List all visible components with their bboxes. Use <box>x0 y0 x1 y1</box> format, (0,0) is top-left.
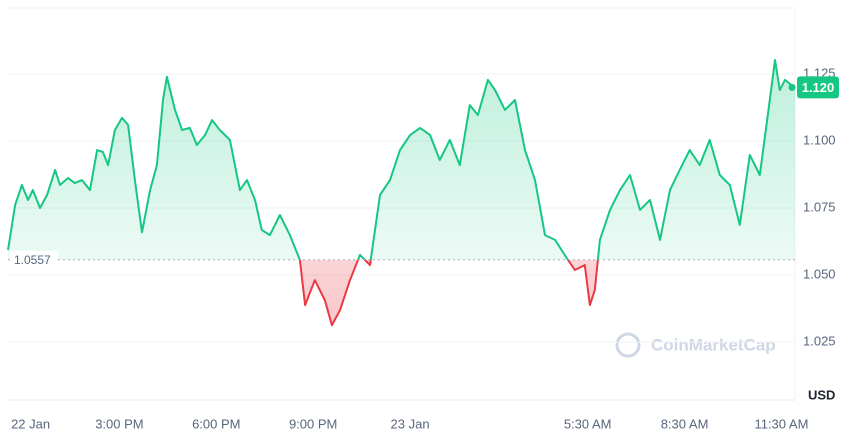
y-tick-label: 1.025 <box>803 334 836 349</box>
area-up <box>8 60 795 260</box>
x-tick-label: 22 Jan <box>11 416 50 431</box>
current-label: 1.120 <box>802 80 835 95</box>
reference-badge <box>10 250 58 269</box>
x-tick-label: 8:30 AM <box>661 416 709 431</box>
up-region <box>7 59 796 260</box>
x-tick-label: 3:00 PM <box>95 416 143 431</box>
x-tick-label: 11:30 AM <box>754 416 808 431</box>
x-tick-label: 23 Jan <box>391 416 430 431</box>
reference-label: 1.0557 <box>14 253 51 267</box>
x-tick-label: 9:00 PM <box>289 416 337 431</box>
watermark-text: CoinMarketCap <box>651 335 776 354</box>
watermark: CoinMarketCap <box>615 332 776 358</box>
x-tick-label: 6:00 PM <box>192 416 240 431</box>
y-tick-label: 1.100 <box>803 132 836 147</box>
line-up <box>7 59 796 260</box>
y-tick-label: 1.050 <box>803 266 836 281</box>
area-down <box>299 259 598 326</box>
current-dot <box>788 83 796 91</box>
current-badge <box>797 76 839 99</box>
y-tick-label: 1.075 <box>803 199 836 214</box>
down-region <box>298 259 599 327</box>
x-tick-label: 5:30 AM <box>564 416 612 431</box>
currency-label: USD <box>808 387 835 402</box>
